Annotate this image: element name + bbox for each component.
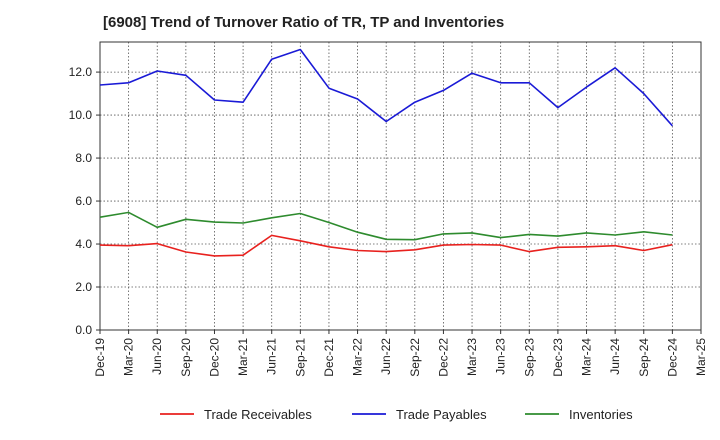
x-tick-label: Dec-19 <box>93 338 107 377</box>
x-tick-label: Dec-21 <box>322 338 336 377</box>
y-tick-label: 6.0 <box>75 194 92 208</box>
series-line <box>99 234 673 257</box>
x-tick-label: Mar-21 <box>236 338 250 376</box>
series-line <box>99 48 673 127</box>
y-tick-label: 4.0 <box>75 237 92 251</box>
x-tick-label: Sep-24 <box>637 338 651 377</box>
x-tick-label: Jun-21 <box>265 338 279 375</box>
legend-label: Inventories <box>569 407 633 422</box>
x-tick-label: Sep-23 <box>522 338 536 377</box>
x-tick-label: Dec-23 <box>551 338 565 377</box>
y-tick-label: 2.0 <box>75 280 92 294</box>
legend-layer: Trade Receivables Trade Payables Inventori… <box>160 407 633 422</box>
x-tick-label: Sep-22 <box>408 338 422 377</box>
legend-label: Trade Receivables <box>204 407 312 422</box>
series-layer <box>99 48 673 257</box>
x-tick-label: Mar-20 <box>122 338 136 376</box>
x-tick-label: Jun-22 <box>379 338 393 375</box>
y-tick-label: 10.0 <box>69 108 93 122</box>
x-tick-label: Sep-20 <box>179 338 193 377</box>
x-tick-label: Dec-20 <box>207 338 221 377</box>
y-tick-label: 8.0 <box>75 151 92 165</box>
x-tick-label: Mar-25 <box>694 338 708 376</box>
x-tick-label: Jun-24 <box>608 338 622 375</box>
x-tick-label: Jun-23 <box>494 338 508 375</box>
x-tick-label: Mar-23 <box>465 338 479 376</box>
x-tick-label: Jun-20 <box>150 338 164 375</box>
grid-layer <box>100 42 701 330</box>
series-line <box>99 211 673 241</box>
y-tick-label: 12.0 <box>69 65 93 79</box>
legend-label: Trade Payables <box>396 407 487 422</box>
axis-layer: 0.0 2.0 4.0 6.0 8.0 10.0 12.0 Dec-19 Mar-20 Jun-2… <box>69 41 708 377</box>
plot-frame <box>99 41 702 331</box>
x-tick-label: Sep-21 <box>293 338 307 377</box>
x-tick-label: Mar-22 <box>351 338 365 376</box>
y-tick-label: 0.0 <box>75 323 92 337</box>
x-tick-label: Dec-22 <box>436 338 450 377</box>
chart-title: [6908] Trend of Turnover Ratio of TR, TP… <box>103 14 505 31</box>
x-tick-label: Mar-24 <box>580 338 594 376</box>
x-tick-label: Dec-24 <box>665 338 679 377</box>
